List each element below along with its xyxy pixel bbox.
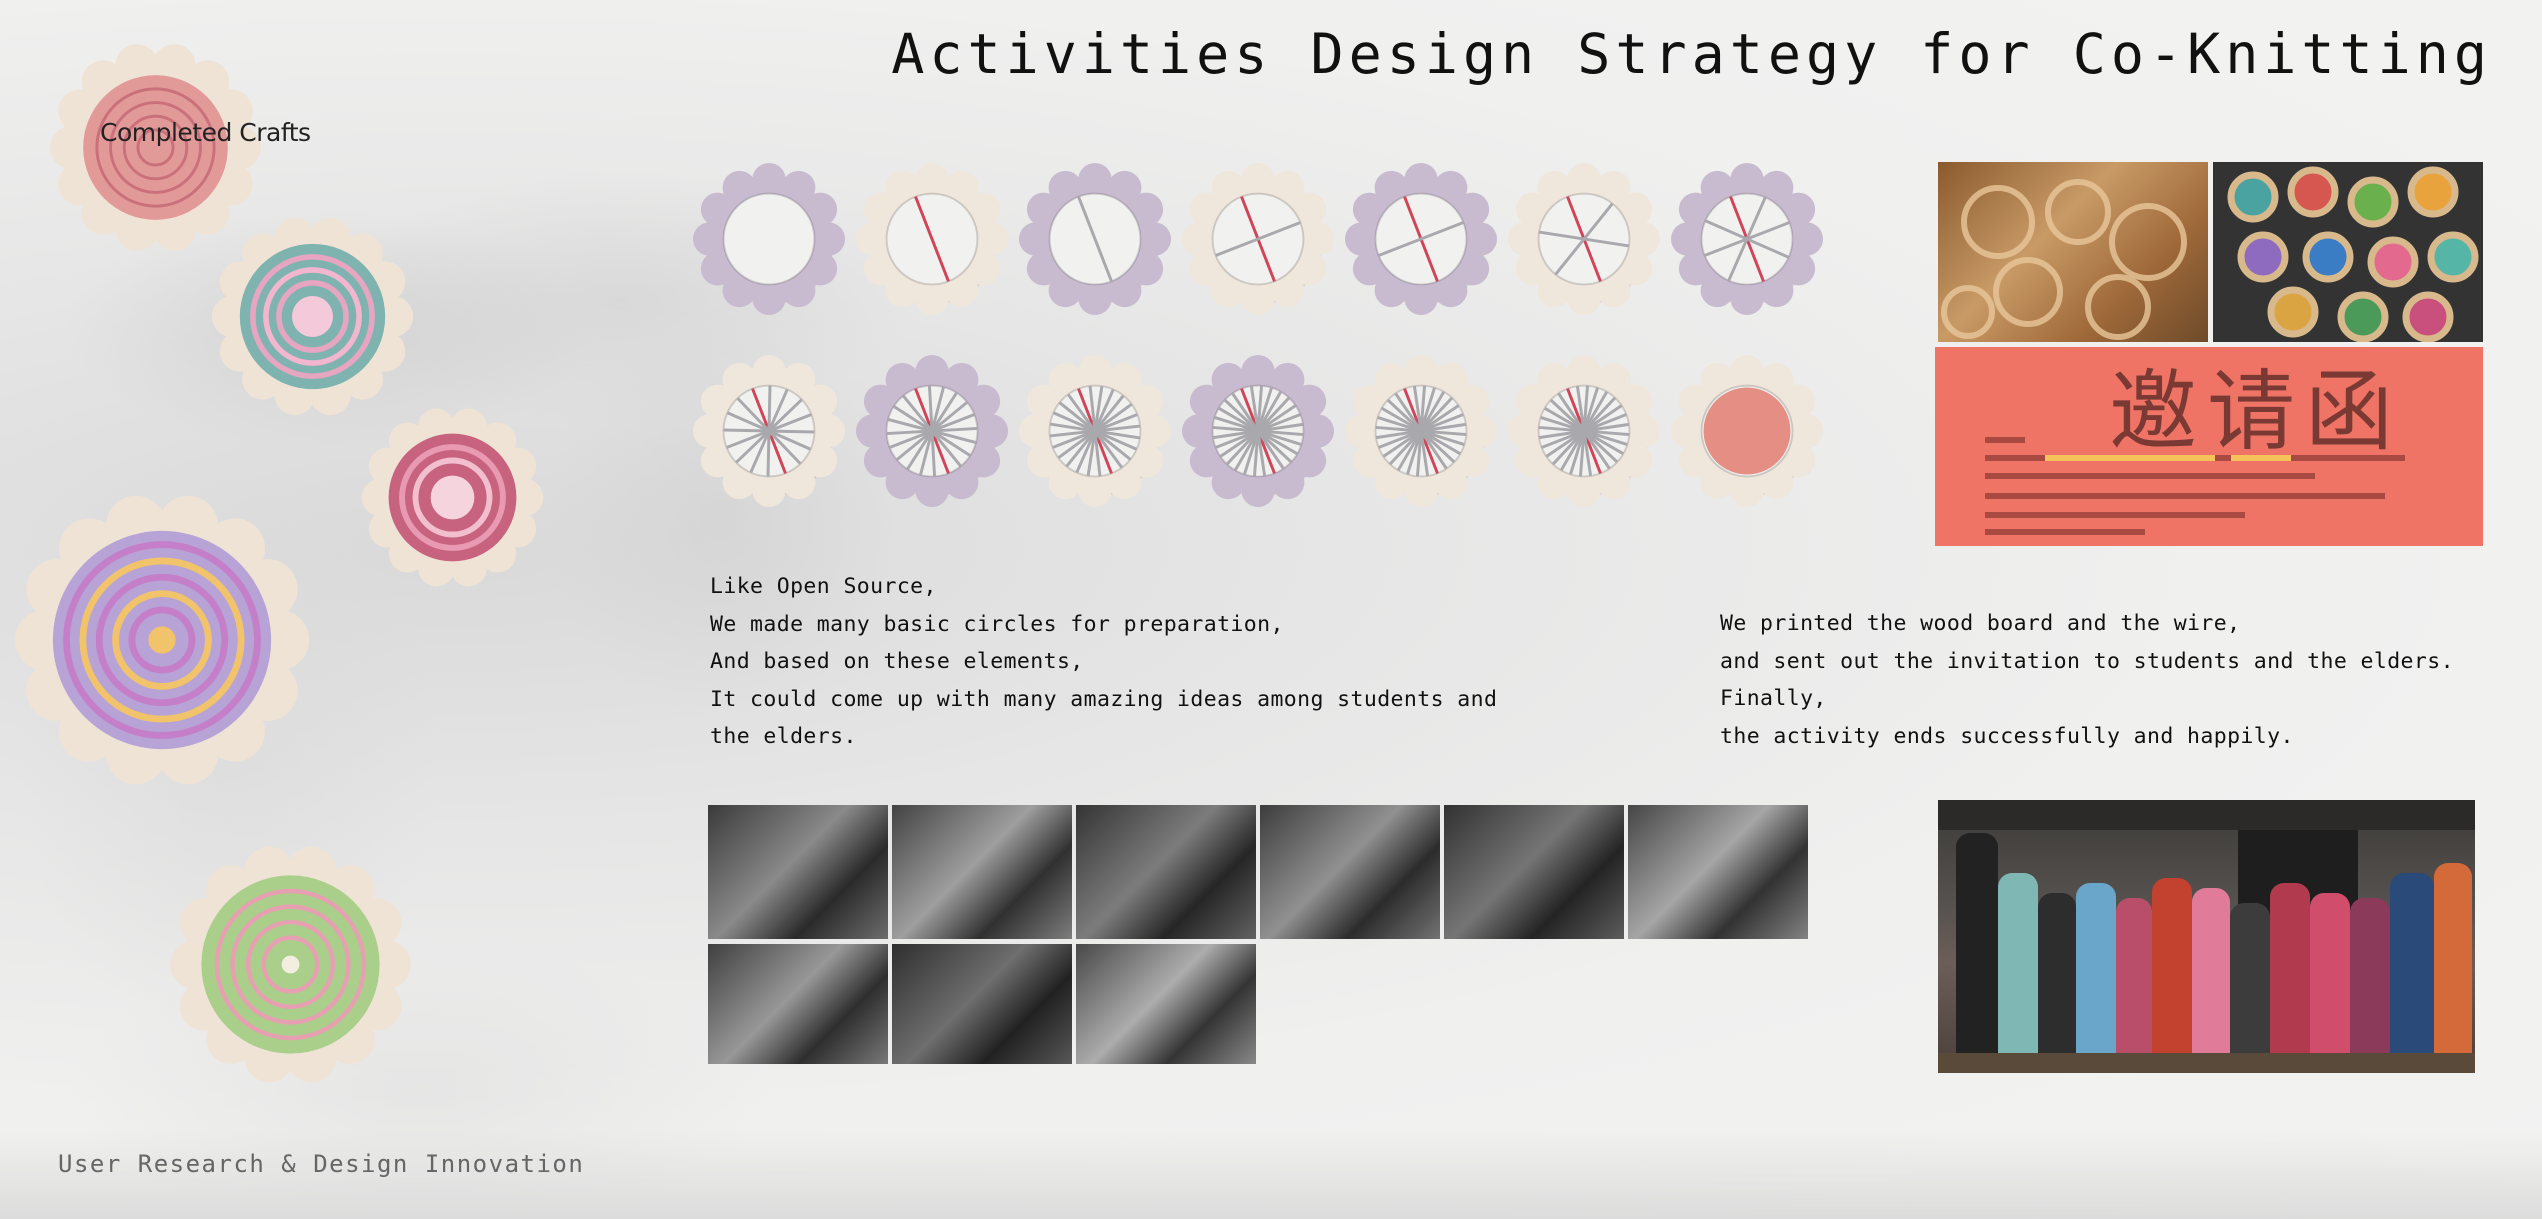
left-description-line: We made many basic circles for preparati… — [710, 611, 1284, 637]
invitation-highlight — [2231, 455, 2291, 461]
loom-steps-row-1 — [690, 160, 1830, 330]
loom-step-icon — [1181, 162, 1335, 316]
activity-photo — [1076, 944, 1256, 1064]
loom-step-icon — [1181, 354, 1335, 508]
woven-circles-photo — [2213, 162, 2483, 342]
completed-craft-1 — [49, 44, 262, 251]
left-description-line: Like Open Source, — [710, 574, 937, 599]
activity-photo — [1076, 805, 1256, 939]
activity-photo — [892, 805, 1072, 939]
invitation-heading: 邀请函 — [2108, 360, 2403, 463]
loom-step-icon — [692, 162, 846, 316]
activity-photo — [708, 944, 888, 1064]
activity-photo — [1628, 805, 1808, 939]
loom-step-icon — [1507, 162, 1661, 316]
loom-step-icon — [1670, 354, 1824, 508]
invitation-highlight — [2045, 455, 2215, 461]
left-description-line: the elders. — [710, 724, 857, 749]
completed-crafts-label: Completed Crafts — [100, 118, 311, 147]
loom-step-icon — [1344, 162, 1498, 316]
wood-boards-photo — [1938, 162, 2208, 342]
left-description: Like Open Source, We made many basic cir… — [710, 568, 1497, 756]
invitation-text-line — [1985, 437, 2025, 443]
loom-step-icon — [855, 354, 1009, 508]
completed-craft-2 — [211, 217, 414, 416]
invitation-text-line — [1985, 529, 2145, 535]
activity-photo — [1444, 805, 1624, 939]
left-description-line: It could come up with many amazing ideas… — [710, 686, 1498, 712]
page-title: Activities Design Strategy for Co-Knitti… — [891, 22, 2492, 86]
loom-step-icon — [855, 162, 1009, 316]
left-description-line: And based on these elements, — [710, 649, 1084, 674]
loom-step-icon — [1018, 162, 1172, 316]
invitation-text-line — [1985, 512, 2245, 518]
right-description-line: We printed the wood board and the wire, — [1720, 611, 2241, 636]
invitation-text-line — [1985, 493, 2385, 499]
footer-label: User Research & Design Innovation — [58, 1150, 585, 1178]
loom-step-icon — [1507, 354, 1661, 508]
loom-step-icon — [1018, 354, 1172, 508]
right-description-line: and sent out the invitation to students … — [1720, 648, 2454, 674]
loom-step-icon — [1344, 354, 1498, 508]
right-description-line: the activity ends successfully and happi… — [1720, 723, 2294, 749]
loom-steps-row-2 — [690, 352, 1830, 522]
loom-step-icon — [692, 354, 846, 508]
right-description-line: Finally, — [1720, 686, 1827, 711]
group-photo — [1938, 800, 2475, 1073]
activity-photo — [708, 805, 888, 939]
completed-craft-3 — [361, 408, 544, 587]
completed-craft-5 — [170, 846, 411, 1083]
activity-photo — [892, 944, 1072, 1064]
activity-photo — [1260, 805, 1440, 939]
loom-step-icon — [1670, 162, 1824, 316]
bottom-fade — [0, 1129, 2542, 1219]
invitation-card: 邀请函 — [1935, 347, 2483, 546]
right-description: We printed the wood board and the wire, … — [1720, 605, 2454, 755]
completed-craft-4 — [14, 495, 310, 785]
invitation-text-line — [1985, 473, 2315, 479]
